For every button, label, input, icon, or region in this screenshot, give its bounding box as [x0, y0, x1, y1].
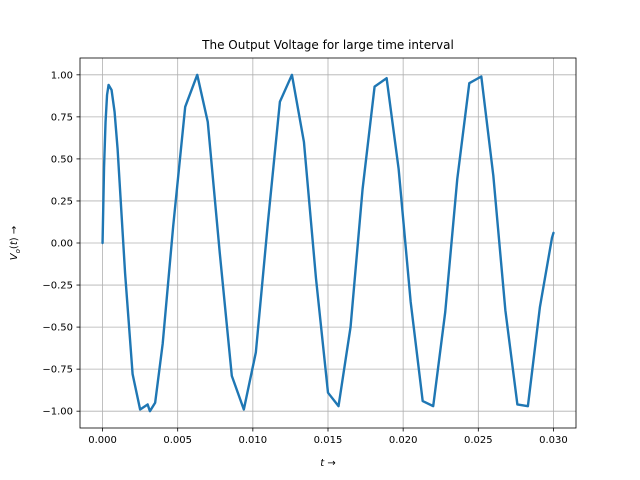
y-tick-label: 0.00 [51, 239, 73, 250]
x-axis-label: t → [320, 458, 335, 469]
chart-title: The Output Voltage for large time interv… [201, 38, 454, 52]
x-tick-label: 0.025 [464, 435, 493, 446]
plot-layer [101, 73, 555, 413]
y-tick-label: −0.25 [42, 281, 73, 292]
x-tick-label: 0.000 [88, 435, 117, 446]
y-tick-label: 0.75 [51, 112, 73, 123]
series-line [101, 73, 555, 413]
y-tick-label: 0.50 [51, 154, 73, 165]
x-tick-label: 0.020 [389, 435, 418, 446]
x-tick-label: 0.030 [539, 435, 568, 446]
x-tick-label: 0.005 [163, 435, 192, 446]
y-tick-label: 0.25 [51, 196, 73, 207]
x-tick-label: 0.015 [314, 435, 343, 446]
x-tick-label: 0.010 [239, 435, 268, 446]
y-tick-label: −1.00 [42, 407, 73, 418]
y-tick-label: −0.50 [42, 323, 73, 334]
y-tick-label: −0.75 [42, 365, 73, 376]
y-tick-label: 1.00 [51, 70, 73, 81]
tick-layer: 0.000 0.005 0.010 0.015 0.020 0.025 0.030 −1.00… [42, 70, 567, 446]
grid-layer [80, 58, 576, 428]
